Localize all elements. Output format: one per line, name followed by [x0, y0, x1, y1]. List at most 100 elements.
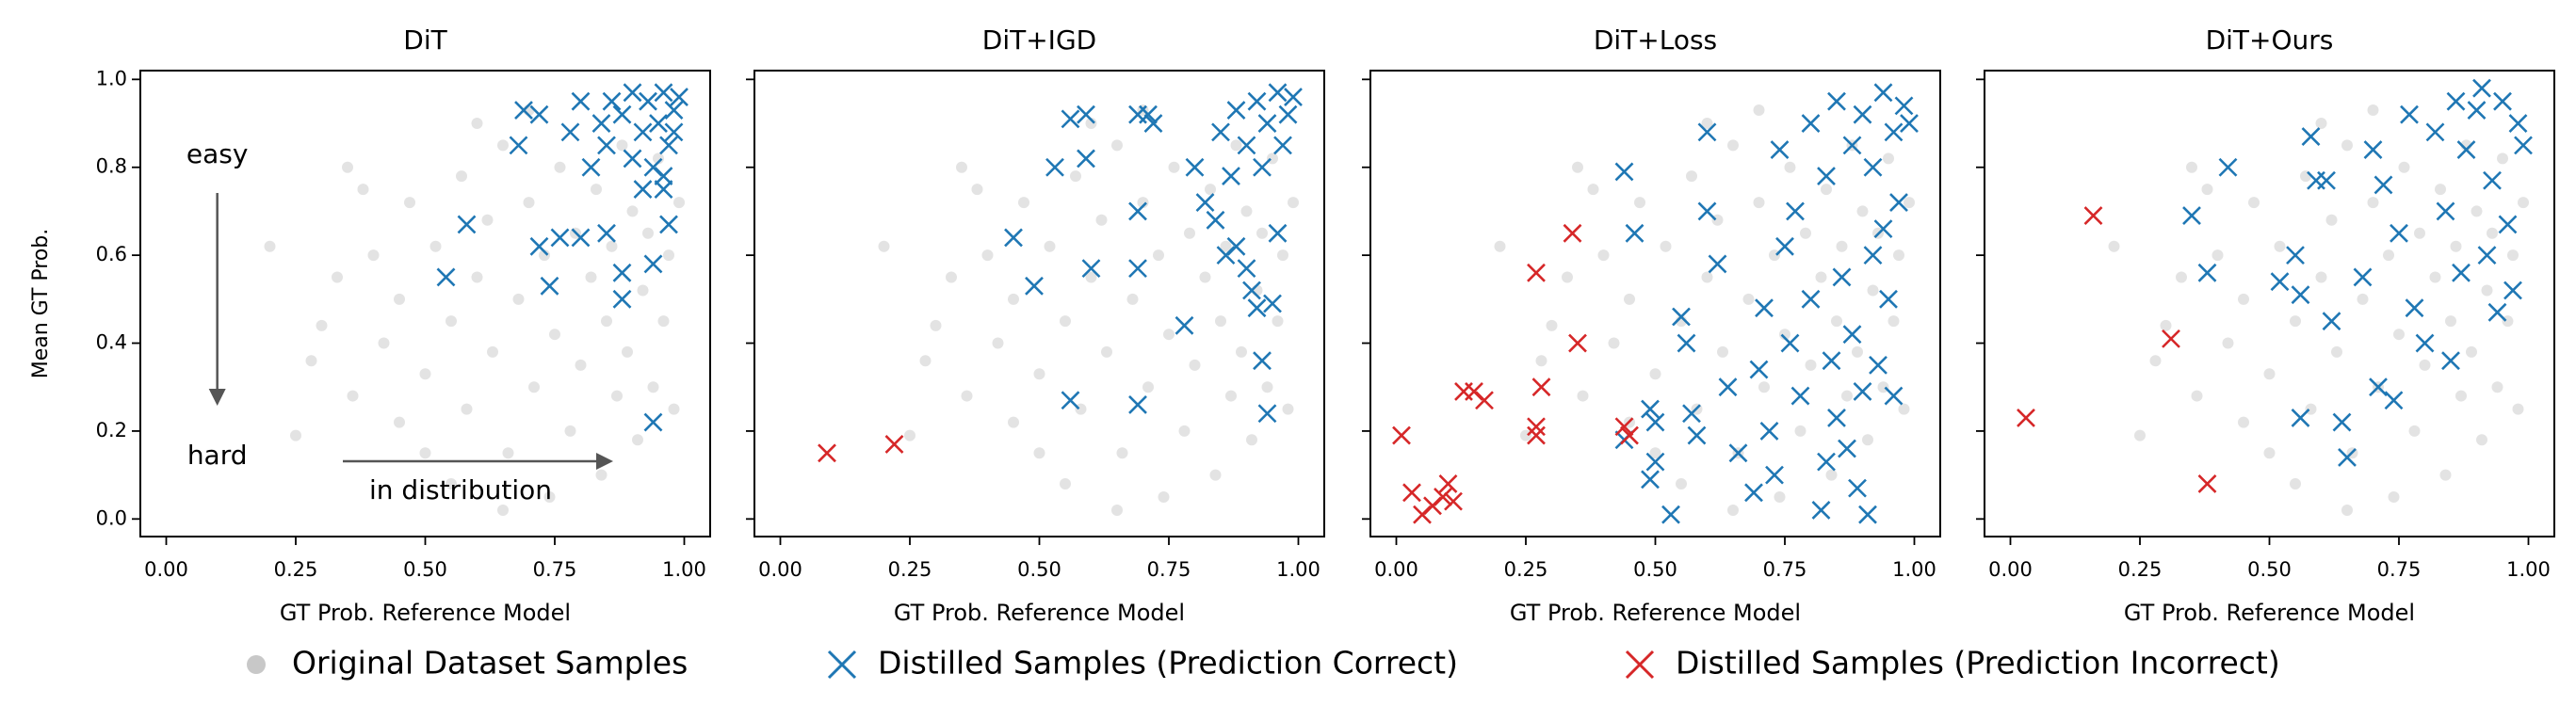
distilled-marker: [457, 215, 477, 234]
sample-point: [2466, 345, 2477, 358]
distilled-marker: [1527, 263, 1546, 282]
sample-point: [1008, 293, 1019, 305]
x-tick-label: 0.25: [888, 558, 932, 581]
sample-point: [1111, 504, 1123, 516]
distilled-marker: [1641, 470, 1660, 489]
sample-point: [2471, 205, 2483, 217]
sample-point: [2238, 293, 2249, 305]
distilled-marker: [2390, 223, 2408, 243]
legend-label: Distilled Samples (Prediction Incorrect): [1676, 645, 2280, 682]
distilled-marker: [1025, 276, 1044, 296]
distilled-marker: [2493, 91, 2512, 111]
distilled-marker: [1641, 399, 1660, 419]
distilled-marker: [1858, 505, 1877, 524]
distilled-marker: [1853, 104, 1872, 124]
sample-point: [471, 118, 483, 130]
distilled-marker: [2436, 201, 2455, 221]
distilled-marker: [1884, 386, 1904, 406]
distilled-marker: [2508, 114, 2528, 133]
distilled-marker: [571, 228, 591, 248]
sample-point: [512, 293, 525, 305]
x-tick-label: 0.00: [144, 558, 188, 581]
x-tick-label: 0.00: [1988, 558, 2033, 581]
distilled-marker: [1817, 167, 1836, 185]
sample-point: [2248, 197, 2260, 209]
distilled-marker: [1061, 391, 1080, 410]
sample-point: [1852, 345, 1863, 358]
distilled-marker: [659, 136, 678, 155]
distilled-marker: [1832, 267, 1852, 287]
sample-point: [2134, 429, 2146, 441]
x-tick-label: 0.75: [1763, 558, 1807, 581]
sample-point: [2393, 329, 2405, 341]
sample-point: [394, 416, 405, 428]
distilled-marker: [2472, 78, 2491, 98]
distilled-marker: [654, 167, 673, 185]
sample-point: [919, 355, 932, 367]
distilled-marker: [1744, 483, 1763, 503]
sample-point: [2211, 249, 2224, 262]
distilled-marker: [654, 180, 673, 200]
distilled-marker: [1838, 439, 1856, 458]
x-tick-label: 0.75: [533, 558, 577, 581]
sample-point: [1277, 249, 1288, 262]
sample-point: [1805, 359, 1817, 371]
arrow-head: [596, 453, 613, 470]
legend-label: Original Dataset Samples: [292, 645, 688, 682]
distilled-marker: [1842, 136, 1862, 155]
distilled-marker: [2197, 474, 2217, 493]
sample-point: [1779, 329, 1790, 341]
sample-point: [1825, 469, 1838, 481]
sample-point: [419, 368, 431, 380]
distilled-marker: [581, 157, 601, 177]
sample-point: [2315, 118, 2327, 130]
axes-frame: [139, 70, 711, 537]
sample-point: [539, 249, 550, 262]
distilled-marker: [1708, 254, 1727, 274]
sample-point: [946, 271, 957, 283]
x-tick-label: 1.00: [1276, 558, 1320, 581]
distilled-marker: [1077, 149, 1095, 168]
x-tick-label: 0.50: [2247, 558, 2292, 581]
distilled-marker: [1790, 386, 1810, 406]
y-tick-label: 0.4: [96, 331, 127, 354]
distilled-marker: [2322, 312, 2341, 331]
x-axis-label: GT Prob. Reference Model: [1510, 600, 1801, 626]
sample-point: [1717, 345, 1728, 358]
distilled-marker: [1268, 223, 1288, 243]
distilled-marker: [884, 435, 904, 454]
distilled-marker: [597, 136, 616, 155]
distilled-marker: [1682, 404, 1701, 424]
panel-title: DiT+Loss: [1594, 24, 1717, 56]
sample-point: [564, 425, 576, 437]
distilled-marker: [1438, 474, 1458, 493]
sample-point: [357, 184, 369, 196]
sample-point: [1753, 104, 1765, 117]
sample-point: [1608, 337, 1620, 349]
sample-point: [616, 139, 628, 152]
distilled-marker: [514, 101, 533, 120]
sample-point: [404, 197, 415, 209]
x-tick-label: 0.25: [1504, 558, 1548, 581]
sample-point: [1220, 240, 1232, 252]
distilled-marker: [1786, 201, 1805, 221]
distilled-marker: [670, 88, 689, 106]
sample-point: [1199, 271, 1211, 283]
sample-point: [1587, 184, 1599, 196]
sample-point: [1800, 227, 1811, 239]
axes-frame: [753, 70, 1325, 537]
distilled-marker: [2384, 391, 2404, 410]
distilled-marker: [2286, 246, 2305, 265]
distilled-marker: [2197, 263, 2217, 282]
distilled-marker: [1247, 298, 1267, 318]
sample-point: [1856, 205, 1869, 217]
sample-point: [668, 403, 680, 415]
sample-point: [2429, 271, 2441, 283]
sample-point: [1246, 434, 1257, 446]
distilled-marker: [2477, 246, 2497, 265]
distilled-marker: [2270, 272, 2290, 292]
annotation: in distribution: [369, 474, 552, 505]
distilled-marker: [2441, 351, 2460, 371]
distilled-marker: [659, 215, 678, 234]
distilled-marker: [591, 114, 611, 133]
